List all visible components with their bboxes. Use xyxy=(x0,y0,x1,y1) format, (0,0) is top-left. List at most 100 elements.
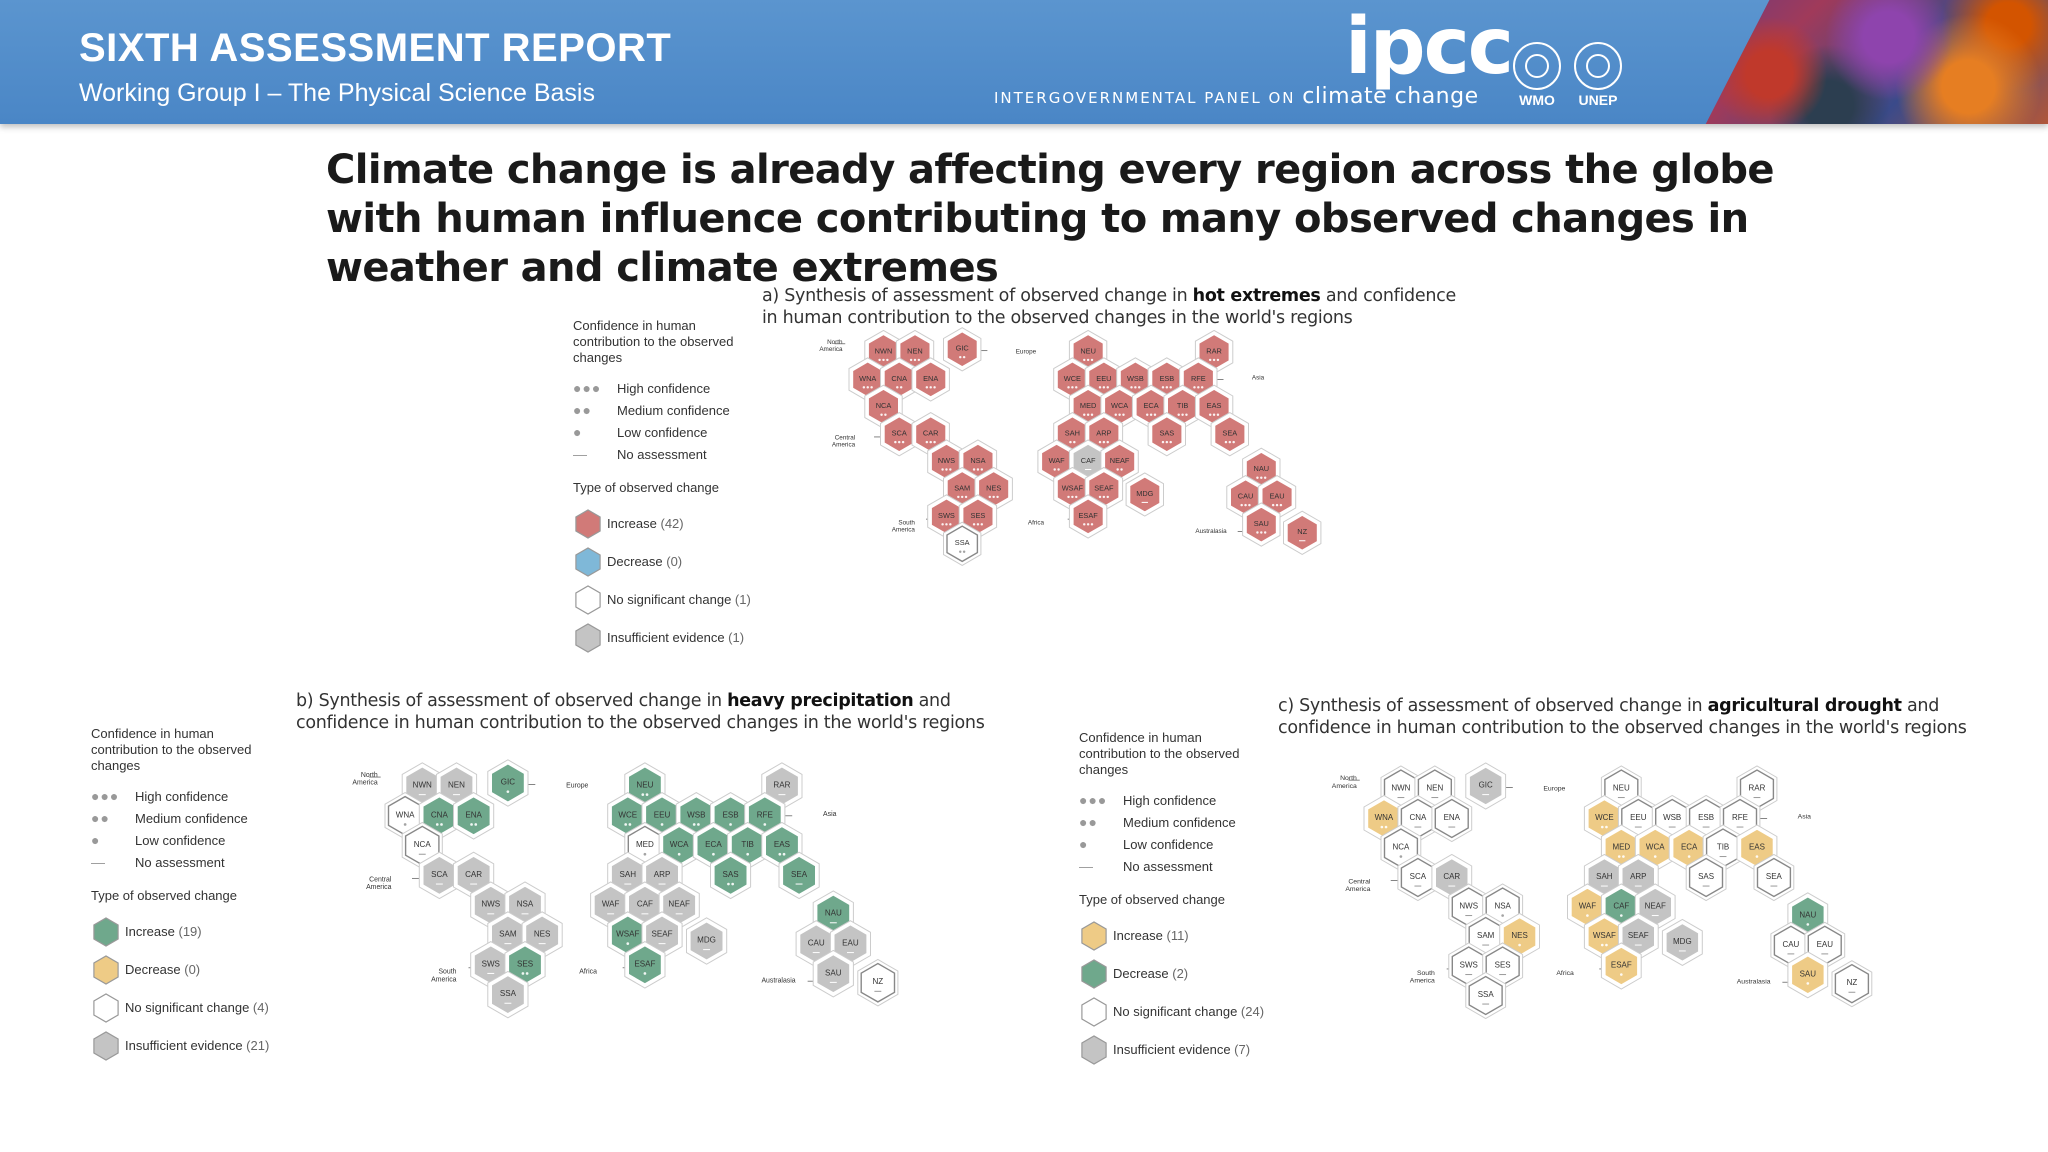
region-hex xyxy=(490,762,526,804)
region-code: RFE xyxy=(757,810,774,819)
legend-swatch xyxy=(575,623,601,653)
region-code: SES xyxy=(517,959,533,968)
region-code: WSB xyxy=(1127,374,1144,383)
region-gic: GIC xyxy=(1465,762,1507,810)
region-gic: GIC xyxy=(487,759,529,807)
confidence-dot xyxy=(964,495,968,499)
region-ena: ENA xyxy=(911,357,950,402)
continent-label: Asia xyxy=(1798,814,1811,821)
region-code: SES xyxy=(971,511,986,520)
region-code: SAM xyxy=(499,930,517,939)
legend-no-assessment: — No assessment xyxy=(573,446,707,462)
region-code: EAU xyxy=(1817,940,1834,949)
region-code: NZ xyxy=(872,977,883,986)
region-code: EAS xyxy=(1207,401,1222,410)
confidence-dot xyxy=(1256,476,1259,479)
region-code: NES xyxy=(986,483,1001,492)
confidence-dot xyxy=(435,823,439,826)
region-code: ESB xyxy=(1698,813,1714,822)
region-code: NWS xyxy=(938,456,955,465)
confidence-dot xyxy=(972,468,976,471)
confidence-dot xyxy=(763,823,767,826)
confidence-dot xyxy=(712,852,715,856)
region-code: NEU xyxy=(636,781,653,790)
continent-label: Central America xyxy=(1345,878,1371,893)
confidence-dot xyxy=(677,852,681,856)
legend-low-confidence: ● Low confidence xyxy=(1079,836,1214,852)
region-code: EAS xyxy=(774,840,790,849)
legend-count: (0) xyxy=(666,554,683,569)
confidence-dot xyxy=(884,413,887,416)
legend-label: Decrease xyxy=(1113,966,1173,981)
confidence-dot xyxy=(945,523,948,526)
region-code: WSAF xyxy=(1593,931,1616,940)
confidence-dot xyxy=(1102,495,1106,499)
legend-high-confidence: ●●● High confidence xyxy=(573,380,711,396)
confidence-dot xyxy=(1228,440,1232,444)
legend-label: Increase xyxy=(125,924,179,939)
region-code: ESB xyxy=(1159,374,1174,383)
legend-label: No significant change xyxy=(607,592,735,607)
region-code: NEAF xyxy=(1110,456,1130,465)
region-hex xyxy=(1434,798,1469,839)
confidence-dot xyxy=(1169,386,1172,389)
region-code: ESB xyxy=(722,810,738,819)
confidence-dot xyxy=(1169,440,1172,444)
region-code: ECA xyxy=(705,840,722,849)
legend-label: Decrease xyxy=(125,962,185,977)
confidence-dot xyxy=(949,523,952,526)
wmo-logo: WMO xyxy=(1509,42,1565,108)
confidence-dot xyxy=(525,972,529,975)
confidence-dot xyxy=(1384,825,1388,829)
continent-label: Africa xyxy=(1556,970,1574,977)
continent-label: Asia xyxy=(823,811,837,818)
legend-label: No significant change xyxy=(125,1000,253,1015)
region-sau: SAU xyxy=(1787,951,1829,999)
confidence-dot xyxy=(474,823,478,826)
confidence-dot xyxy=(1083,523,1086,526)
confidence-dot xyxy=(1271,503,1275,507)
panel-a-legend: Confidence in human contribution to the … xyxy=(573,318,773,653)
region-ena: ENA xyxy=(453,792,495,840)
confidence-dot xyxy=(1071,495,1074,499)
region-code: NWS xyxy=(481,900,500,909)
confidence-dot xyxy=(1098,495,1102,499)
region-code: SAH xyxy=(1596,872,1613,881)
region-hex xyxy=(860,962,896,1003)
region-code: SEAF xyxy=(1094,483,1114,492)
region-code: MED xyxy=(1080,401,1096,410)
confidence-dot xyxy=(1586,914,1589,917)
confidence-dot xyxy=(992,495,995,499)
confidence-dot xyxy=(1263,476,1267,479)
region-hex xyxy=(1286,514,1319,552)
region-code: ESAF xyxy=(634,959,655,968)
confidence-dot xyxy=(941,523,944,526)
region-code: ECA xyxy=(1144,401,1159,410)
confidence-dot xyxy=(626,942,630,945)
confidence-dot xyxy=(1177,413,1180,416)
confidence-dot xyxy=(1090,358,1094,362)
region-code: WCA xyxy=(670,840,689,849)
legend-type-title: Type of observed change xyxy=(91,888,237,903)
region-code: RAR xyxy=(773,781,790,790)
region-code: NEAF xyxy=(668,900,690,909)
legend-medium-confidence: ●● Medium confidence xyxy=(1079,814,1236,830)
confidence-dot xyxy=(506,790,510,794)
banner-artwork xyxy=(1705,0,2048,124)
region-code: NWN xyxy=(1391,784,1410,793)
continent-label: Australasia xyxy=(761,978,795,985)
confidence-dot xyxy=(909,358,913,362)
confidence-dot xyxy=(1122,413,1125,416)
region-code: SEAF xyxy=(652,930,673,939)
confidence-dot xyxy=(925,386,929,389)
legend-swatch xyxy=(1081,1035,1107,1065)
legend-swatch xyxy=(575,585,601,615)
region-sea: SEA xyxy=(778,851,820,900)
confidence-dot xyxy=(1256,531,1259,534)
confidence-dot xyxy=(880,413,883,416)
confidence-dot xyxy=(1153,413,1157,416)
region-code: SES xyxy=(1495,961,1511,970)
region-code: EEU xyxy=(1630,813,1647,822)
confidence-dot xyxy=(929,386,932,389)
confidence-dot xyxy=(862,386,866,389)
